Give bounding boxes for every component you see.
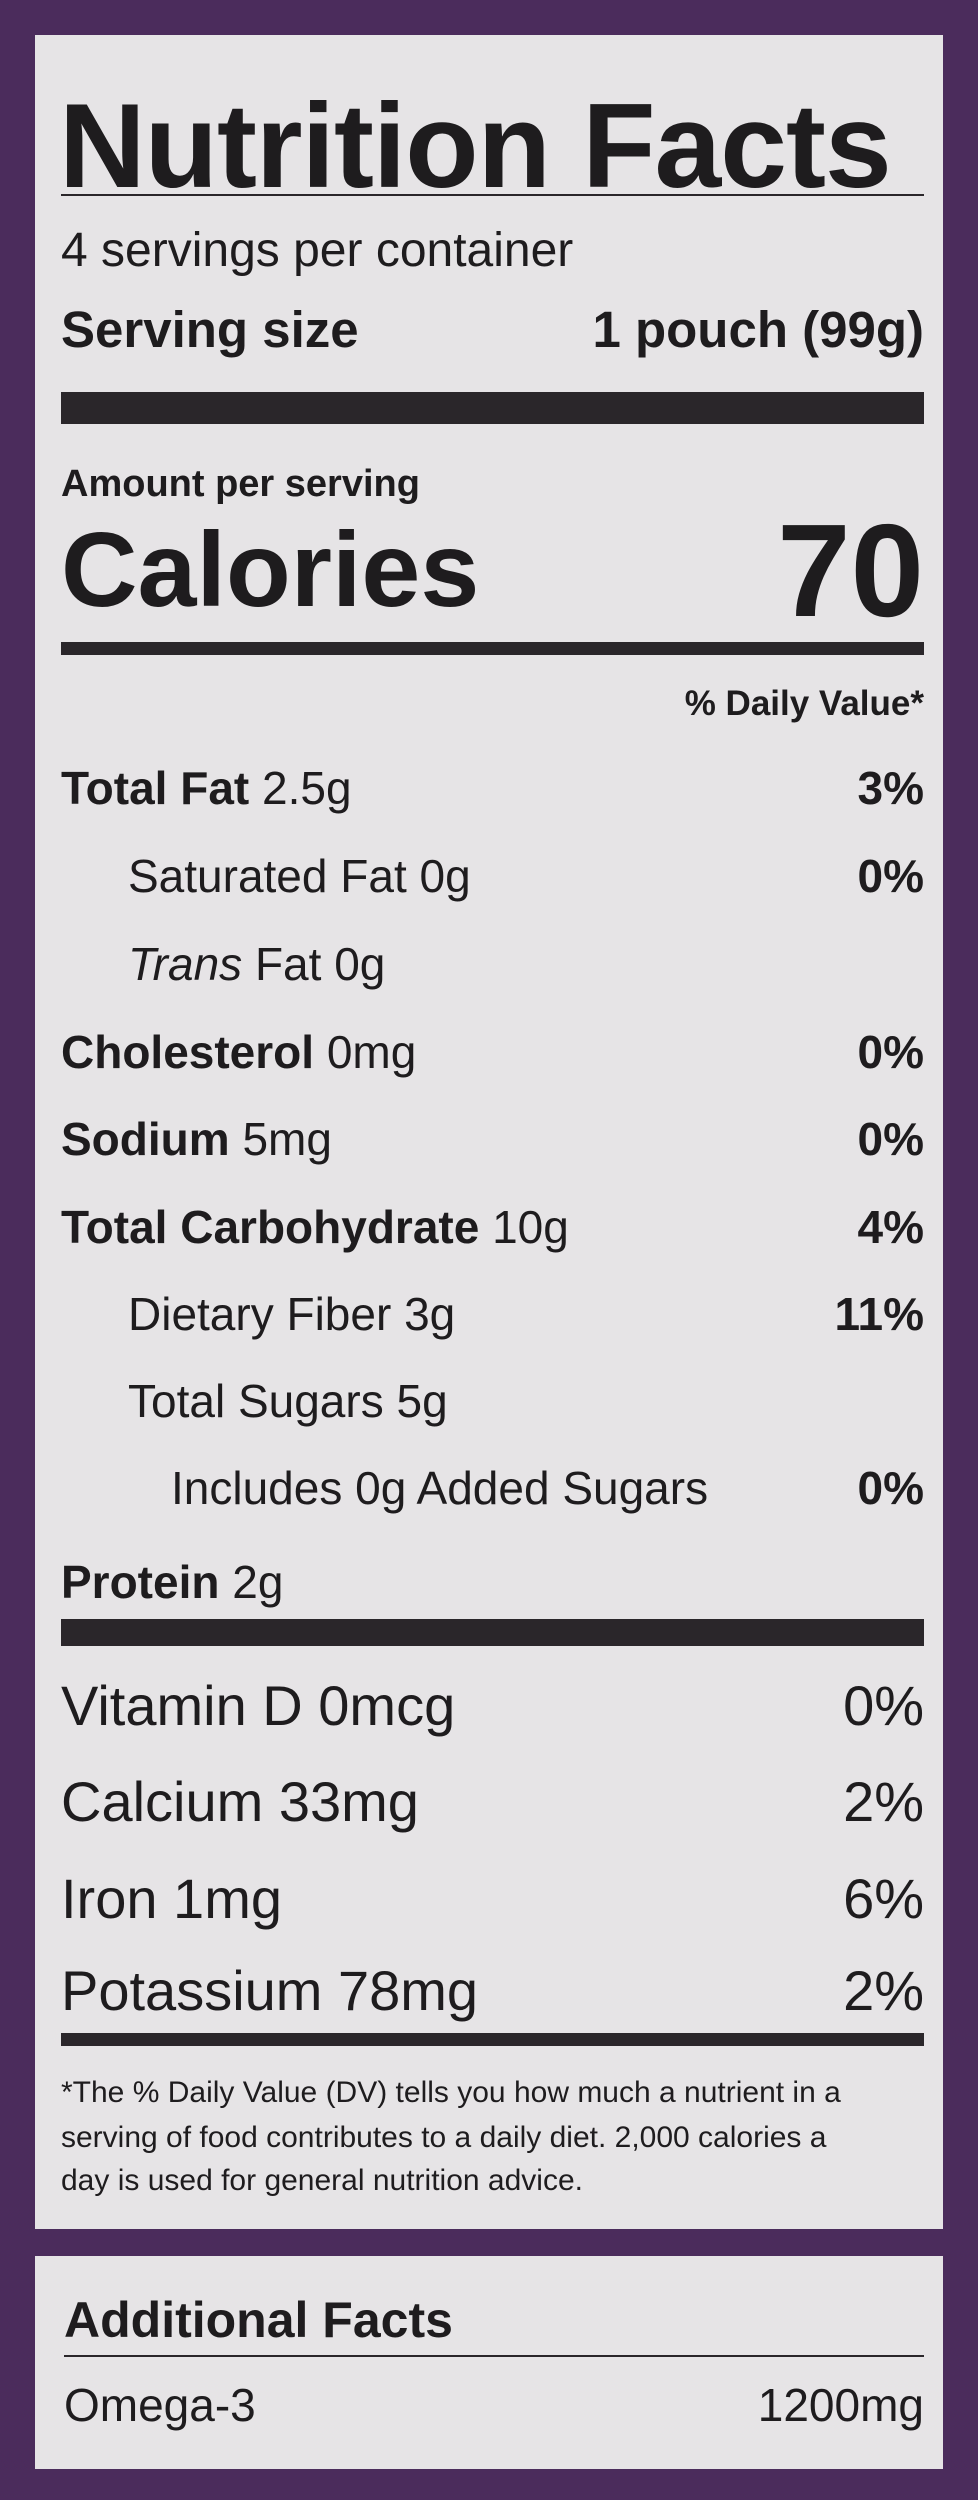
vitamin-dv: 6% [843,1866,924,1930]
nutrient-dv: 11% [834,1288,924,1340]
calories-row: Calories 70 [61,497,924,644]
nutrient-amount: 5g [396,1375,448,1427]
servings: 4 servings per container [61,224,574,277]
vitamin-row: Calcium 33mg 2% [61,1766,924,1836]
footnote-line: day is used for general nutrition advice… [61,2164,583,2197]
nutrient-dv: 0% [857,850,924,902]
medium-rule [61,2033,924,2046]
vitamin-name: Vitamin D 0mcg [61,1673,456,1737]
nutrient-name-group: Trans Fat 0g [128,937,385,991]
nutrient-name-italic: Trans [128,938,243,990]
nutrient-name-group: Includes 0g Added Sugars [171,1461,708,1515]
vitamin-dv: 0% [843,1673,924,1737]
nutrient-name: Dietary Fiber [128,1288,392,1340]
nutrient-row: Cholesterol 0mg 0% [61,1017,924,1087]
vitamin-name: Calcium 33mg [61,1769,419,1833]
nutrient-name-group: Protein 2g [61,1555,283,1609]
nutrient-row: Total Sugars 5g [128,1366,924,1436]
nutrient-amount: 0mg [326,1026,417,1078]
nutrient-name-group: Cholesterol 0mg [61,1025,416,1079]
nutrient-row: Sodium 5mg 0% [61,1104,924,1174]
nutrient-dv: 0% [857,1462,924,1514]
nutrient-amount: 5mg [242,1113,332,1165]
nutrient-amount: 10g [492,1201,569,1253]
nutrient-amount: 2g [232,1556,284,1608]
vitamin-name: Potassium 78mg [61,1958,479,2022]
nutrient-name: Protein [61,1556,220,1608]
nutrient-name-group: Sodium 5mg [61,1112,332,1166]
nutrient-row: Dietary Fiber 3g 11% [128,1279,924,1349]
vitamin-dv: 2% [843,1769,924,1833]
title: Nutrition Facts [59,79,892,213]
nutrient-name: Total Fat [61,762,250,814]
nutrient-name: Sodium [61,1113,230,1165]
nutrient-row: Total Carbohydrate 10g 4% [61,1192,924,1262]
nutrient-name: Total Sugars [128,1375,384,1427]
rule [0,24,978,26]
nutrient-amount: 2.5g [262,762,352,814]
nutrient-name: Fat [254,938,322,990]
thick-rule [61,1619,924,1646]
footnote-line: serving of food contributes to a daily d… [61,2121,827,2154]
calories-label: Calories [61,510,480,629]
nutrient-name: Includes 0g Added Sugars [171,1462,709,1514]
vitamin-row: Vitamin D 0mcg 0% [61,1670,924,1740]
rule [64,2355,924,2357]
nutrient-amount: 0g [334,938,386,990]
serving-size-label: Serving size [61,300,359,358]
nutrient-row: Trans Fat 0g [128,929,924,999]
serving-size-value: 1 pouch (99g) [592,300,924,358]
nutrient-name: Cholesterol [61,1026,315,1078]
thick-rule [61,392,924,424]
calories-value: 70 [777,496,924,644]
vitamin-dv: 2% [843,1958,924,2022]
nutrient-dv: 3% [857,762,924,814]
vitamin-name: Iron 1mg [61,1866,282,1930]
nutrient-amount: 0g [419,850,471,902]
nutrient-dv: 4% [857,1201,924,1253]
nutrient-name: Saturated Fat [128,850,407,902]
vitamin-row: Potassium 78mg 2% [61,1955,924,2025]
nutrient-dv: 0% [857,1026,924,1078]
footnote-line: *The % Daily Value (DV) tells you how mu… [61,2076,841,2109]
medium-rule [61,642,924,655]
additional-title: Additional Facts [64,2292,453,2348]
rule [61,194,924,196]
nutrient-row: Protein 2g [61,1547,924,1617]
additional-panel [35,2256,943,2469]
nutrient-row: Includes 0g Added Sugars 0% [171,1453,924,1523]
amount-per-serving: Amount per serving [61,463,420,505]
nutrient-dv: 0% [857,1113,924,1165]
nutrient-name-group: Total Carbohydrate 10g [61,1200,569,1254]
additional-row: Omega-3 1200mg [64,2370,924,2440]
nutrient-name: Total Carbohydrate [61,1201,480,1253]
nutrient-name-group: Saturated Fat 0g [128,849,471,903]
nutrient-name-group: Dietary Fiber 3g [128,1287,455,1341]
nutrient-name-group: Total Fat 2.5g [61,761,352,815]
additional-name: Omega-3 [64,2379,256,2431]
nutrient-name-group: Total Sugars 5g [128,1374,448,1428]
additional-value: 1200mg [757,2379,924,2431]
nutrient-amount: 3g [404,1288,456,1340]
dv-header: % Daily Value* [684,684,924,723]
serving-size-row: Serving size 1 pouch (99g) [61,294,924,364]
vitamin-row: Iron 1mg 6% [61,1863,924,1933]
nutrient-row: Saturated Fat 0g 0% [128,841,924,911]
nutrient-row: Total Fat 2.5g 3% [61,753,924,823]
